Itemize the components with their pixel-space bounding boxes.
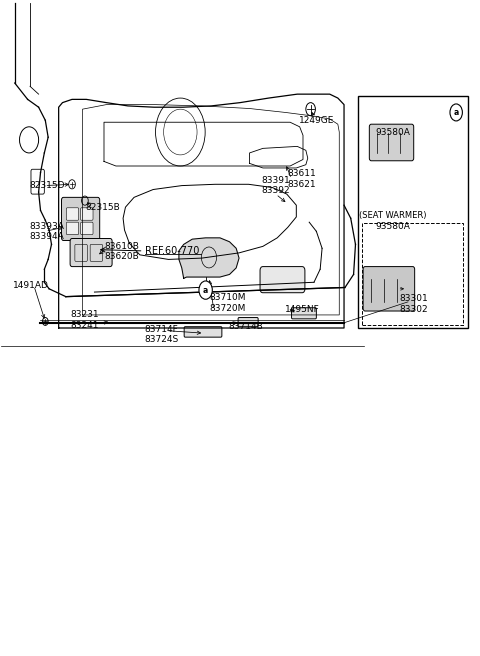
FancyBboxPatch shape [70,239,112,266]
Circle shape [306,102,315,115]
Text: 93580A: 93580A [375,127,410,136]
FancyBboxPatch shape [184,327,222,337]
Text: 83610B
83620B: 83610B 83620B [104,242,139,261]
Text: 83611
83621: 83611 83621 [288,169,316,189]
Text: 1249GE: 1249GE [299,115,334,125]
Text: REF.60-770: REF.60-770 [144,246,199,256]
FancyBboxPatch shape [61,197,100,241]
Text: 83714B: 83714B [228,322,263,331]
Text: 93580A: 93580A [375,222,410,232]
Text: 83710M
83720M: 83710M 83720M [209,293,245,313]
FancyBboxPatch shape [238,318,258,327]
Circle shape [199,281,212,299]
FancyBboxPatch shape [363,266,415,311]
Text: 82315B: 82315B [85,203,120,212]
Text: 83301
83302: 83301 83302 [400,294,429,314]
Circle shape [42,318,48,325]
FancyBboxPatch shape [81,222,93,235]
Text: 83231
83241: 83231 83241 [71,310,99,330]
FancyBboxPatch shape [66,222,79,235]
FancyBboxPatch shape [369,124,414,161]
FancyBboxPatch shape [66,208,79,220]
FancyBboxPatch shape [260,266,305,293]
Text: 1495NF: 1495NF [285,305,320,314]
FancyBboxPatch shape [291,308,316,319]
Text: a: a [203,285,208,295]
Text: 82315D: 82315D [29,181,65,190]
Text: (SEAT WARMER): (SEAT WARMER) [359,211,426,220]
FancyBboxPatch shape [81,208,93,220]
Text: a: a [454,108,459,117]
Text: 83714F
83724S: 83714F 83724S [144,325,179,344]
Text: 83391
83392: 83391 83392 [262,176,290,195]
Text: 1491AD: 1491AD [13,281,49,290]
Polygon shape [179,238,239,278]
Text: 83393A
83394A: 83393A 83394A [29,222,64,241]
Circle shape [450,104,462,121]
